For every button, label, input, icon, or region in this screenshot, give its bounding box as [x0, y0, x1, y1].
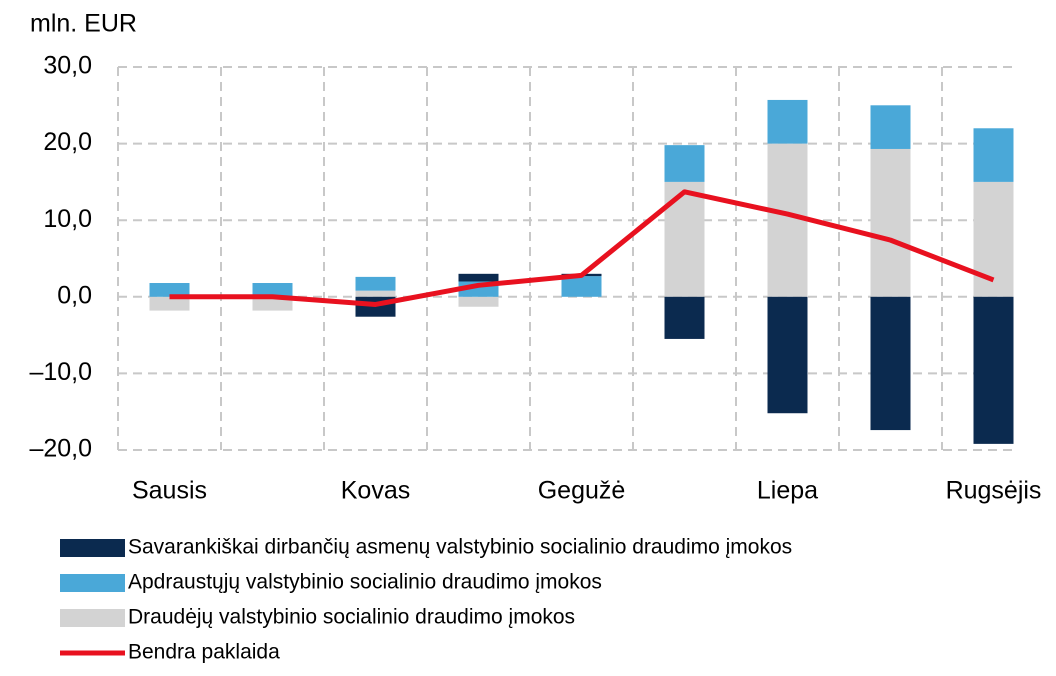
- line-series: [169, 189, 995, 307]
- legend-swatch: [60, 609, 125, 627]
- bar-segment: [870, 105, 911, 149]
- bar-segment: [767, 99, 808, 144]
- y-tick-label: 30,0: [43, 52, 92, 80]
- bar-segment: [664, 145, 705, 182]
- bar-segment: [767, 296, 808, 414]
- bar-segment: [870, 296, 911, 431]
- bar-segment: [252, 283, 293, 297]
- bar-segment: [252, 296, 293, 311]
- x-tick-label: Kovas: [341, 477, 410, 505]
- bar-segment: [664, 181, 705, 297]
- y-tick-label: 20,0: [43, 128, 92, 156]
- legend-label: Draudėjų valstybinio socialinio draudimo…: [128, 606, 575, 629]
- bar-segment: [664, 296, 705, 339]
- x-tick-label: Gegužė: [538, 477, 626, 505]
- y-tick-label: 10,0: [43, 205, 92, 233]
- bar-segment: [149, 283, 190, 297]
- bar-segment: [973, 128, 1014, 182]
- bar-segment: [149, 296, 190, 311]
- x-tick-label: Rugsėjis: [946, 477, 1042, 505]
- bar-segment: [355, 276, 396, 291]
- bar-segment: [973, 296, 1014, 444]
- legend-swatch: [60, 574, 125, 592]
- bar-segment: [561, 276, 602, 297]
- legend-swatch: [60, 539, 125, 557]
- y-tick-label: –20,0: [29, 435, 92, 463]
- y-tick-label: 0,0: [57, 281, 92, 309]
- legend-label: Apdraustųjų valstybinio socialinio draud…: [128, 571, 602, 594]
- bar-segment: [458, 296, 499, 307]
- bar-segment: [767, 143, 808, 297]
- bar-segment: [458, 273, 499, 282]
- x-tick-label: Sausis: [132, 477, 207, 505]
- y-axis-label: mln. EUR: [30, 10, 137, 38]
- y-tick-label: –10,0: [29, 358, 92, 386]
- bar-segment: [870, 148, 911, 297]
- bar-segment: [355, 290, 396, 297]
- legend-label: Bendra paklaida: [128, 641, 280, 664]
- legend-label: Savarankiškai dirbančių asmenų valstybin…: [128, 536, 792, 559]
- x-tick-label: Liepa: [757, 477, 818, 505]
